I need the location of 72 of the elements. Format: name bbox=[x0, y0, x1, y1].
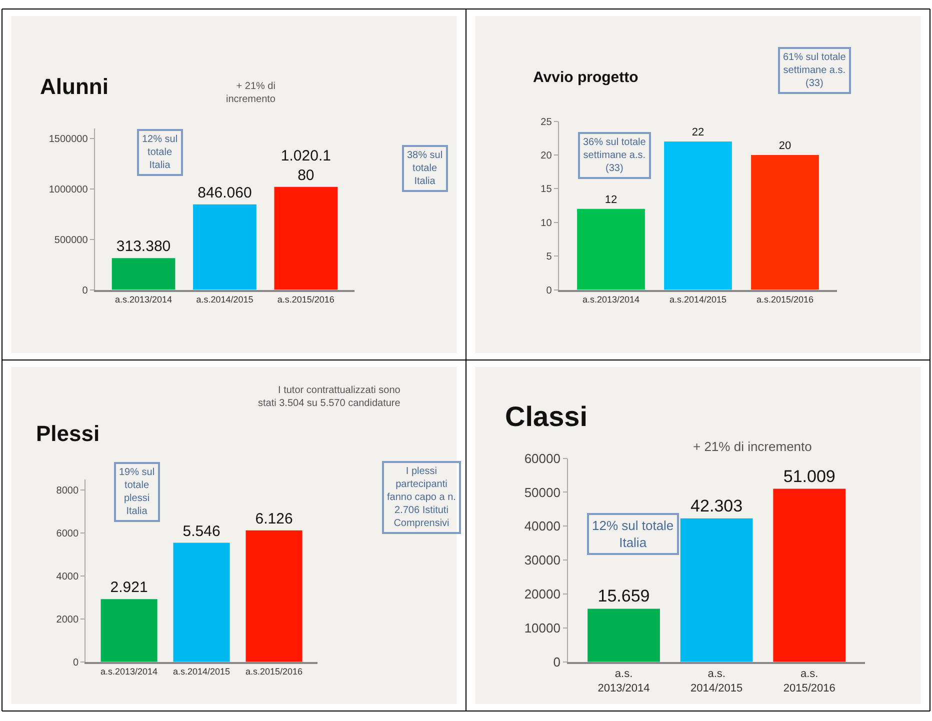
y-tick-label: 25 bbox=[540, 116, 552, 128]
bar bbox=[173, 542, 230, 662]
text: 61% sul totale settimane a.s. (33) bbox=[783, 52, 846, 89]
y-tick-label: 2000 bbox=[56, 614, 79, 626]
y-tick-label: 5 bbox=[546, 252, 552, 263]
y-tick-label: 10000 bbox=[524, 620, 560, 636]
y-tick-label: 0 bbox=[553, 654, 560, 670]
annotation: 36% sul totale settimane a.s. (33) bbox=[583, 137, 646, 174]
x-tick-label: a.s.2013/2014 bbox=[100, 666, 158, 677]
y-tick-label: 1000000 bbox=[48, 184, 88, 196]
x-tick-label: a.s.2014/2015 bbox=[196, 294, 254, 305]
data-label: 12 bbox=[604, 194, 618, 206]
y-tick-label: 15 bbox=[540, 184, 552, 196]
y-tick-label: 500000 bbox=[54, 234, 88, 246]
bar bbox=[773, 488, 846, 662]
x-tick-label: a.s.2013/2014 bbox=[114, 294, 172, 305]
bar bbox=[664, 142, 732, 290]
x-tick-label: a.s.2015/2016 bbox=[756, 294, 814, 305]
bar bbox=[112, 258, 176, 290]
bar bbox=[680, 518, 753, 662]
bar bbox=[274, 186, 338, 290]
annotation: 12% sul totale Italia bbox=[592, 518, 674, 550]
data-label: 6.126 bbox=[255, 510, 293, 528]
data-label: 42.303 bbox=[690, 496, 743, 516]
data-label: 846.060 bbox=[198, 184, 252, 202]
y-tick-label: 1500000 bbox=[48, 134, 88, 145]
data-label: 22 bbox=[692, 126, 704, 139]
y-tick-label: 8000 bbox=[56, 486, 79, 497]
chart-title: Classi bbox=[505, 401, 588, 432]
text: I tutor contrattualizzati sono stati 3.504 su 5.570 candidature bbox=[258, 385, 401, 409]
text: + 21% di incremento bbox=[693, 439, 812, 454]
data-label: 20 bbox=[778, 140, 792, 152]
text: I plessi partecipanti fanno capo a n. 2.706 Istituti Comprensivi bbox=[387, 466, 456, 529]
y-tick-label: 10 bbox=[540, 218, 552, 229]
data-label: 15.659 bbox=[598, 586, 650, 606]
y-tick-label: 6000 bbox=[56, 528, 79, 540]
bar bbox=[100, 599, 158, 662]
chart-title: Avvio progetto bbox=[533, 69, 638, 86]
annotation: 12% sul totale Italia bbox=[142, 134, 178, 171]
y-tick-label: 20 bbox=[540, 150, 552, 162]
y-tick-label: 4000 bbox=[56, 571, 79, 582]
x-tick-label: a.s.2015/2016 bbox=[277, 294, 334, 305]
y-tick-label: 30000 bbox=[524, 552, 560, 568]
y-tick-label: 0 bbox=[546, 285, 552, 296]
x-tick-label: a.s.2014/2015 bbox=[172, 666, 230, 677]
bar bbox=[577, 208, 645, 290]
y-tick-label: 0 bbox=[82, 285, 88, 296]
text: + 21% di incremento bbox=[226, 81, 276, 105]
y-tick-label: 50000 bbox=[524, 484, 560, 500]
y-tick-label: 0 bbox=[72, 657, 79, 668]
x-tick-label: a.s.2013/2014 bbox=[582, 294, 640, 305]
x-tick-label: a.s.2015/2016 bbox=[245, 666, 303, 677]
data-label: 51.009 bbox=[783, 466, 836, 486]
data-label: 1.020.180 bbox=[280, 147, 331, 184]
y-tick-label: 40000 bbox=[524, 518, 560, 534]
data-label: 2.921 bbox=[110, 579, 148, 596]
y-tick-label: 20000 bbox=[524, 586, 560, 602]
bar bbox=[193, 204, 256, 290]
chart-title: Plessi bbox=[36, 421, 100, 446]
text: 38% sul totale Italia bbox=[407, 150, 443, 187]
x-tick-label: a.s. 2015/2016 bbox=[783, 668, 836, 694]
data-label: 313.380 bbox=[116, 238, 171, 256]
x-tick-label: a.s. 2014/2015 bbox=[690, 668, 743, 694]
y-tick-label: 60000 bbox=[524, 450, 560, 466]
bar bbox=[246, 530, 302, 662]
x-tick-label: a.s.2014/2015 bbox=[669, 294, 727, 305]
x-tick-label: a.s. 2013/2014 bbox=[598, 668, 650, 694]
annotation: 19% sul totale plessi Italia bbox=[119, 467, 155, 517]
data-label: 5.546 bbox=[182, 522, 220, 540]
chart-title: Alunni bbox=[40, 74, 108, 99]
bar bbox=[588, 608, 660, 662]
bar bbox=[751, 155, 819, 290]
